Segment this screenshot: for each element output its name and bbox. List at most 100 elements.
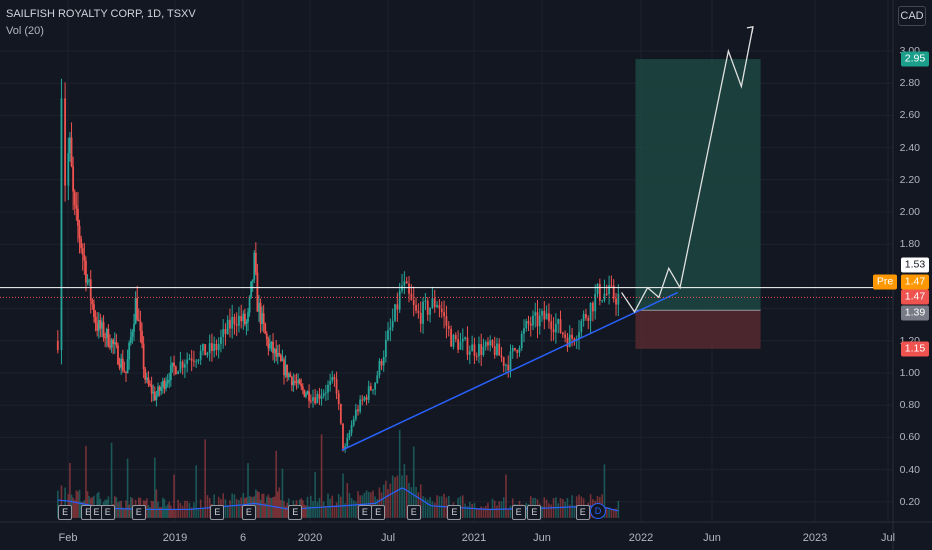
earnings-badge[interactable]: E — [527, 505, 542, 520]
candle-body — [461, 338, 464, 342]
candle-body — [295, 382, 298, 384]
candle-body — [69, 137, 71, 154]
volume-bar — [229, 500, 231, 518]
volume-bar — [206, 495, 209, 518]
candle-body — [608, 285, 610, 295]
volume-bar — [165, 506, 167, 518]
candle-body — [286, 364, 289, 378]
price-tick: 1.00 — [899, 367, 920, 379]
candle-body — [431, 298, 434, 308]
candle-body — [175, 366, 177, 375]
candle-body — [322, 393, 325, 397]
candle-body — [408, 283, 410, 294]
candle-body — [73, 191, 76, 206]
volume-bar — [329, 498, 331, 518]
volume-bar — [389, 483, 392, 518]
volume-bar — [146, 498, 148, 518]
volume-bar — [550, 504, 553, 518]
time-tick: 2019 — [162, 532, 188, 544]
volume-bar — [438, 496, 441, 518]
candle-body — [144, 369, 147, 380]
volume-bar — [162, 497, 164, 518]
earnings-badge[interactable]: E — [406, 505, 421, 520]
candle-body — [612, 285, 615, 299]
volume-bar — [482, 507, 485, 518]
candle-body — [548, 313, 550, 322]
candle-body — [86, 280, 89, 283]
earnings-badge[interactable]: E — [575, 505, 590, 520]
volume-bar — [322, 501, 325, 518]
currency-button[interactable]: CAD — [898, 6, 926, 26]
earnings-badge[interactable]: E — [100, 505, 115, 520]
volume-bar — [316, 501, 319, 518]
candle-body — [357, 409, 359, 412]
candle-body — [396, 304, 399, 310]
candle-body — [374, 382, 377, 390]
earnings-badge[interactable]: E — [58, 505, 73, 520]
price-tick: 0.20 — [899, 495, 920, 508]
candle-body — [545, 313, 548, 320]
volume-bar — [275, 450, 277, 518]
projection-arrowhead — [746, 26, 754, 33]
candle-body — [511, 347, 514, 352]
candle-body — [70, 137, 73, 167]
candle-body — [387, 330, 389, 340]
volume-bar — [286, 502, 288, 518]
candle-body — [303, 389, 306, 397]
candle-body — [208, 343, 211, 353]
earnings-badge[interactable]: E — [241, 505, 256, 520]
volume-bar — [545, 499, 548, 518]
volume-bar — [118, 501, 121, 518]
candle-body — [554, 323, 557, 333]
candle-body — [279, 355, 282, 361]
candle-body — [382, 357, 385, 366]
candle-body — [297, 379, 300, 383]
volume-bar — [566, 498, 569, 518]
volume-bar — [541, 505, 543, 518]
earnings-badge[interactable]: E — [371, 505, 386, 520]
candle-body — [147, 377, 150, 384]
candle-body — [226, 319, 229, 334]
volume-bar — [261, 493, 263, 518]
volume-bar — [484, 505, 487, 518]
candle-body — [258, 302, 260, 312]
candle-body — [509, 351, 512, 371]
candle-body — [440, 308, 443, 313]
volume-bar — [344, 503, 346, 518]
time-tick: 2022 — [628, 532, 654, 544]
candle-body — [222, 329, 225, 337]
last-price-label: 1.53 — [901, 257, 929, 273]
position-zones — [635, 59, 761, 349]
candle-body — [500, 355, 503, 358]
earnings-badge[interactable]: E — [89, 505, 104, 520]
earnings-badge[interactable]: E — [447, 505, 462, 520]
volume-bar — [398, 429, 401, 518]
candle-body — [67, 153, 70, 186]
candle-body — [121, 358, 124, 371]
candle-body — [339, 403, 342, 424]
candle-body — [398, 290, 401, 310]
volume-bar — [120, 500, 122, 518]
volume-bar — [113, 496, 116, 518]
volume-bar — [262, 493, 265, 518]
candle-body — [534, 312, 537, 316]
volume-indicator-label[interactable]: Vol (20) — [6, 25, 44, 37]
volume-bar — [391, 475, 394, 518]
volume-bar — [410, 487, 413, 518]
volume-bar — [471, 504, 473, 518]
dividend-badge[interactable]: D — [589, 503, 606, 519]
earnings-badge[interactable]: E — [131, 505, 146, 520]
earnings-badge[interactable]: E — [357, 505, 372, 520]
candle-body — [217, 343, 220, 351]
candle-body — [447, 325, 450, 329]
earnings-badge[interactable]: E — [288, 505, 303, 520]
earnings-badge[interactable]: E — [210, 505, 225, 520]
candle-body — [502, 357, 505, 366]
symbol-title[interactable]: SAILFISH ROYALTY CORP, 1D, TSXV — [6, 8, 196, 20]
candle-body — [391, 320, 394, 328]
time-tick: 2020 — [297, 532, 323, 544]
candle-body — [281, 359, 284, 361]
earnings-badge[interactable]: E — [511, 505, 526, 520]
volume-bar — [173, 474, 175, 518]
